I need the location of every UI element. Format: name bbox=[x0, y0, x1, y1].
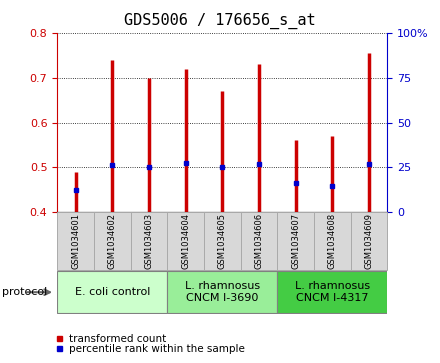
Text: percentile rank within the sample: percentile rank within the sample bbox=[69, 344, 245, 354]
Text: transformed count: transformed count bbox=[69, 334, 166, 344]
Text: GSM1034606: GSM1034606 bbox=[254, 213, 264, 269]
Bar bbox=[314, 212, 351, 270]
Bar bbox=[241, 212, 277, 270]
Text: GSM1034604: GSM1034604 bbox=[181, 213, 190, 269]
Text: GSM1034607: GSM1034607 bbox=[291, 213, 300, 269]
Bar bbox=[57, 271, 167, 313]
Text: GSM1034605: GSM1034605 bbox=[218, 213, 227, 269]
Bar bbox=[277, 212, 314, 270]
Bar bbox=[57, 212, 94, 270]
Bar bbox=[277, 271, 387, 313]
Bar bbox=[204, 212, 241, 270]
Bar bbox=[131, 212, 167, 270]
Bar bbox=[351, 212, 387, 270]
Bar bbox=[167, 212, 204, 270]
Text: GSM1034603: GSM1034603 bbox=[144, 213, 154, 269]
Text: GSM1034609: GSM1034609 bbox=[364, 213, 374, 269]
Text: GDS5006 / 176656_s_at: GDS5006 / 176656_s_at bbox=[124, 13, 316, 29]
Text: L. rhamnosus
CNCM I-4317: L. rhamnosus CNCM I-4317 bbox=[295, 281, 370, 303]
Text: GSM1034601: GSM1034601 bbox=[71, 213, 80, 269]
Text: protocol: protocol bbox=[2, 287, 48, 297]
Text: GSM1034608: GSM1034608 bbox=[328, 213, 337, 269]
Text: GSM1034602: GSM1034602 bbox=[108, 213, 117, 269]
Text: E. coli control: E. coli control bbox=[74, 287, 150, 297]
Text: L. rhamnosus
CNCM I-3690: L. rhamnosus CNCM I-3690 bbox=[185, 281, 260, 303]
Bar bbox=[94, 212, 131, 270]
Bar bbox=[167, 271, 277, 313]
